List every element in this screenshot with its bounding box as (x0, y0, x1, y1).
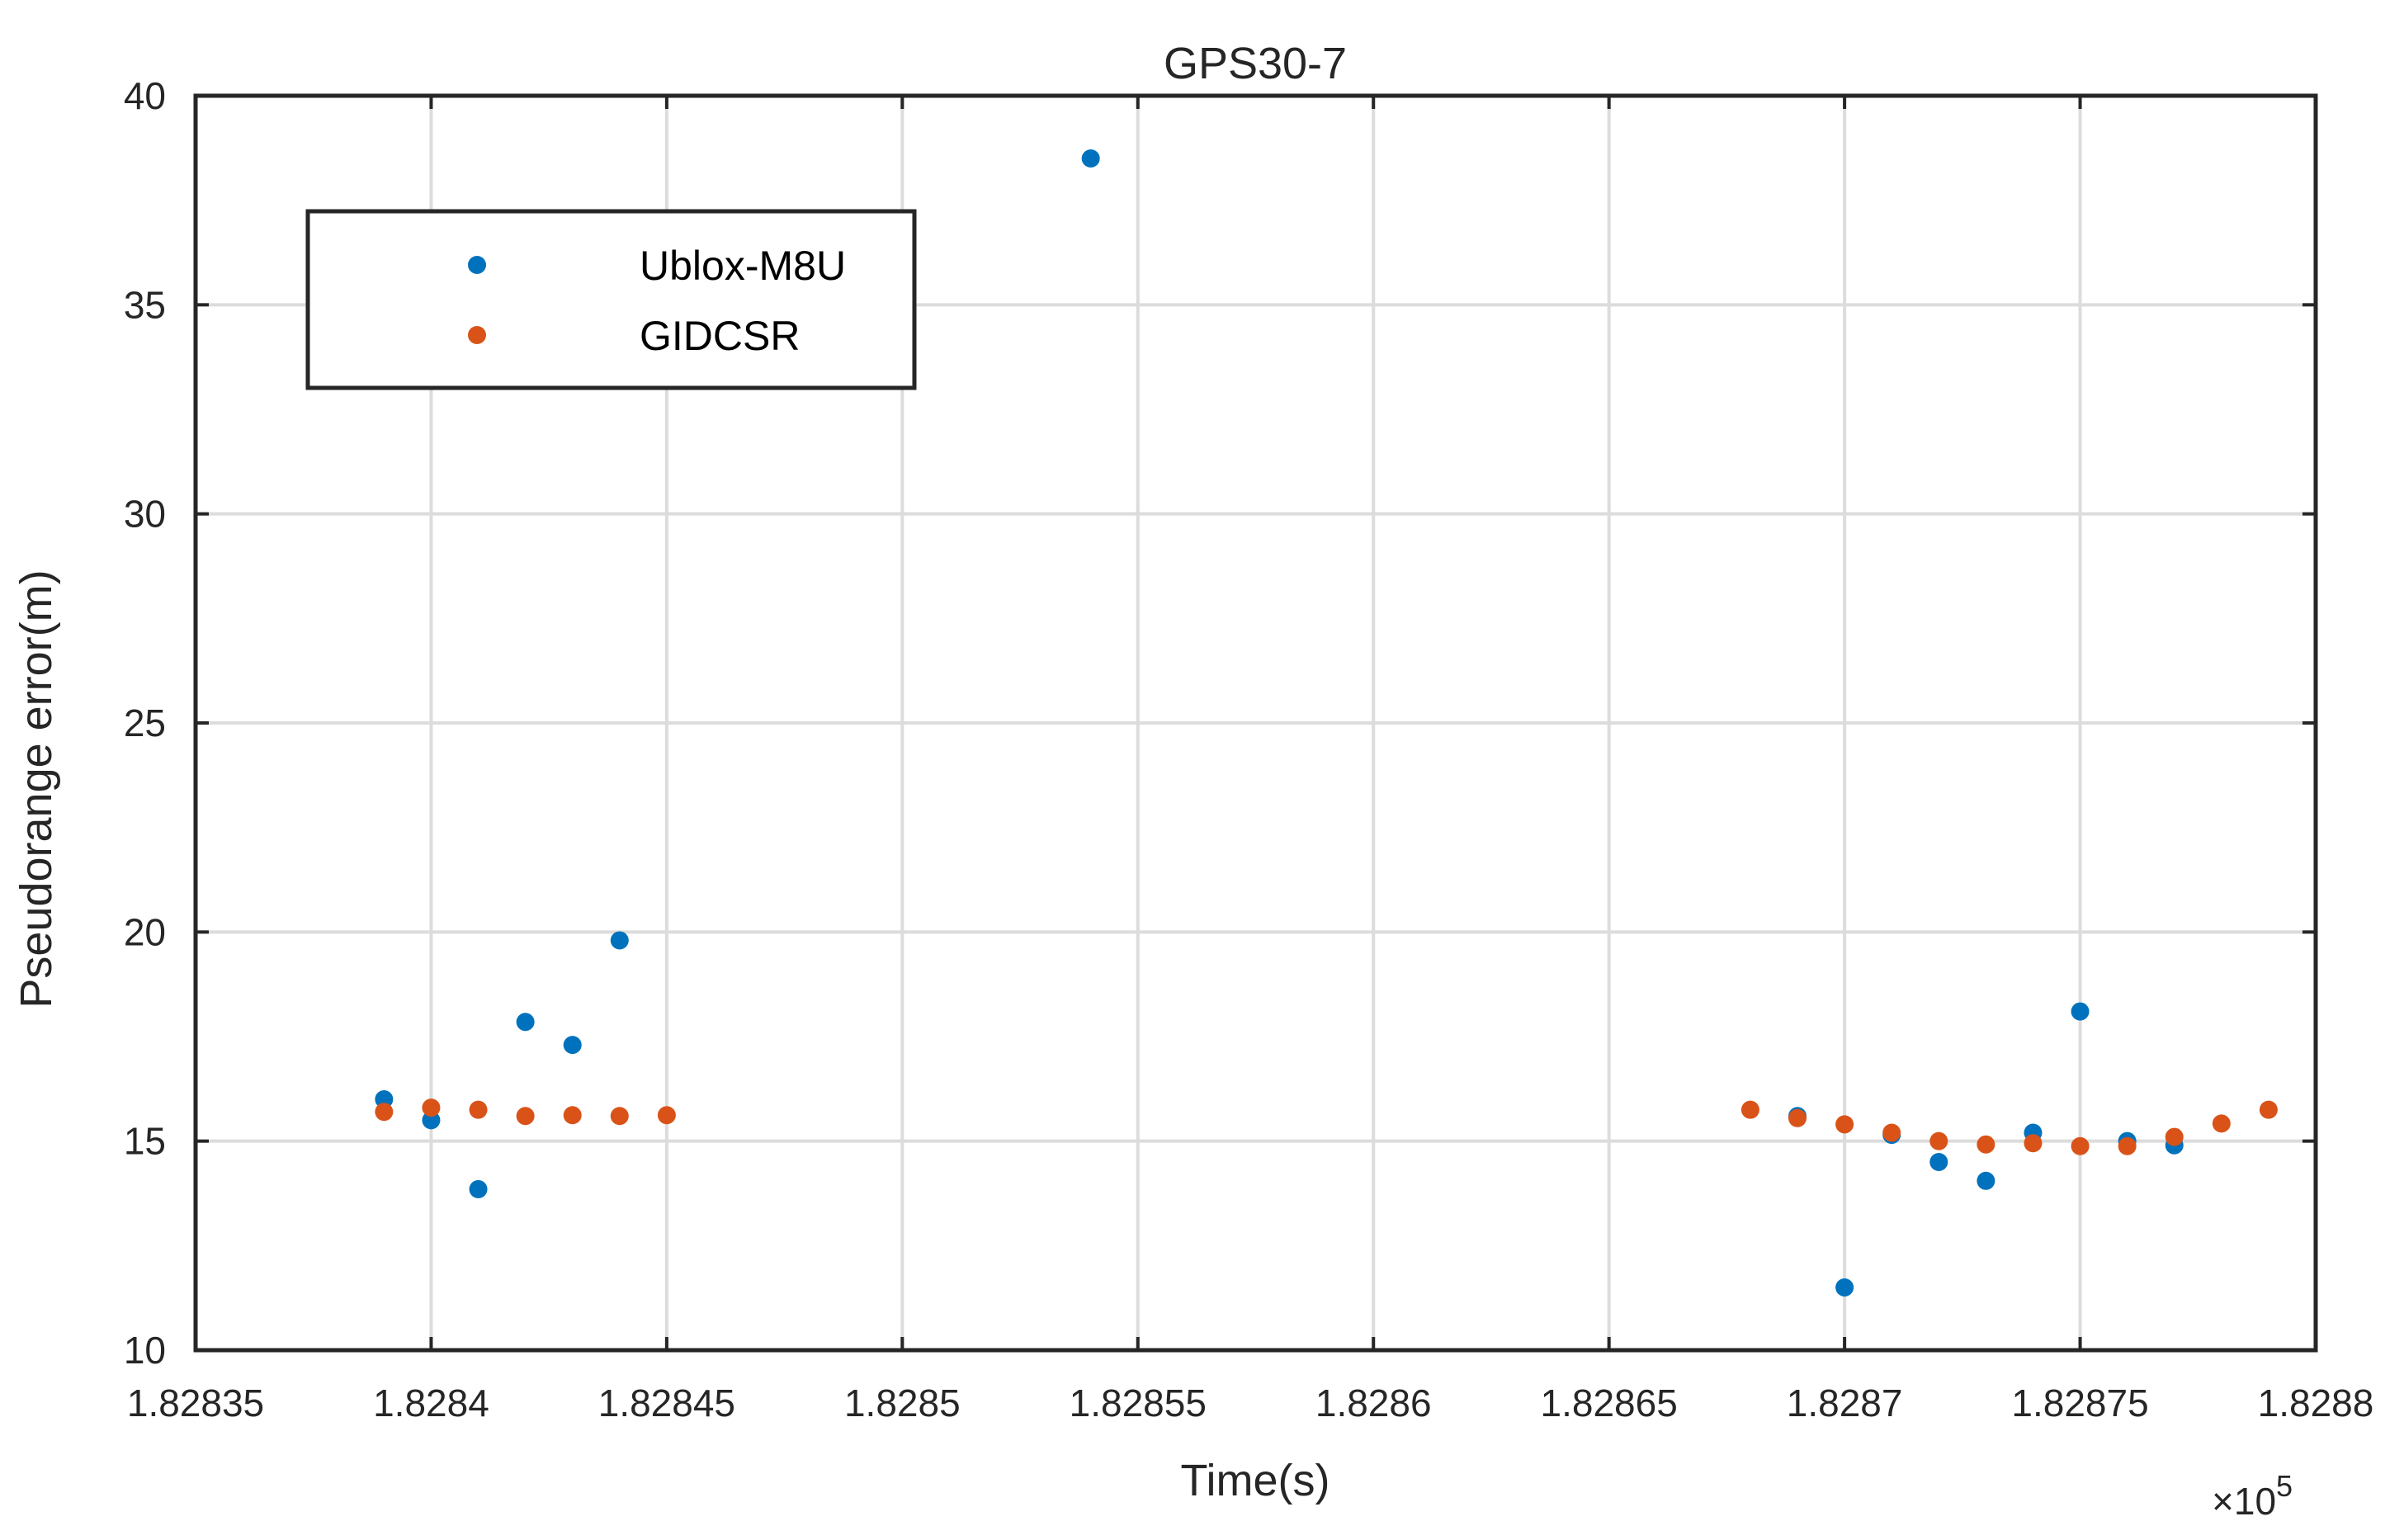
data-point (610, 1107, 629, 1126)
data-point (516, 1013, 535, 1032)
x-tick-label: 1.8286 (1315, 1382, 1432, 1424)
x-tick-label: 1.8288 (2258, 1382, 2374, 1424)
data-point (657, 1106, 676, 1125)
data-point (469, 1100, 488, 1119)
data-point (375, 1090, 394, 1108)
data-point (469, 1179, 488, 1198)
data-point (1977, 1135, 1995, 1154)
legend-marker-gidcsr (468, 326, 486, 344)
data-point (1835, 1115, 1854, 1134)
x-tick-label: 1.82845 (598, 1382, 735, 1424)
data-point (2165, 1127, 2184, 1146)
data-point (1882, 1123, 1901, 1142)
legend-label-ublox: Ublox-M8U (640, 243, 846, 289)
ticks: 1.82835 1.8284 1.82845 1.8285 1.82855 1.8286 1… (124, 74, 2374, 1424)
y-tick-label: 20 (124, 910, 166, 953)
data-point (1929, 1153, 1948, 1171)
data-point (2071, 1136, 2090, 1155)
data-point (1788, 1108, 1807, 1127)
x-axis-exponent-base: ×10 (2212, 1480, 2276, 1523)
x-tick-label: 1.82875 (2011, 1382, 2148, 1424)
data-point (1977, 1171, 1995, 1190)
data-point (422, 1098, 441, 1117)
x-tick-label: 1.82855 (1070, 1382, 1207, 1424)
data-point (1081, 149, 1100, 168)
series-gidcsr (375, 1098, 2278, 1155)
data-point (422, 1111, 441, 1130)
data-point (1740, 1100, 1759, 1119)
y-tick-label: 25 (124, 702, 166, 744)
x-tick-label: 1.82865 (1541, 1382, 1678, 1424)
data-point (1929, 1131, 1948, 1150)
y-tick-label: 15 (124, 1120, 166, 1163)
x-tick-label: 1.8284 (373, 1382, 489, 1424)
data-point (2118, 1136, 2137, 1155)
data-point (563, 1106, 582, 1125)
x-tick-label: 1.8285 (844, 1382, 961, 1424)
legend-label-gidcsr: GIDCSR (640, 313, 800, 359)
data-point (375, 1103, 394, 1122)
x-tick-label: 1.8287 (1787, 1382, 1903, 1424)
data-point (2212, 1114, 2231, 1133)
x-tick-label: 1.82835 (127, 1382, 264, 1424)
y-tick-label: 10 (124, 1329, 166, 1372)
legend[interactable]: Ublox-M8U GIDCSR (305, 209, 917, 390)
data-point (516, 1107, 535, 1126)
data-point (2259, 1100, 2278, 1119)
data-points (375, 149, 2278, 1297)
data-point (2071, 1002, 2090, 1021)
legend-marker-ublox (468, 256, 486, 274)
data-point (610, 931, 629, 950)
data-point (2024, 1134, 2043, 1153)
data-point (563, 1036, 582, 1055)
legend-box (305, 209, 917, 390)
x-axis-exponent-power: 5 (2276, 1469, 2293, 1503)
y-tick-label: 30 (124, 493, 166, 536)
y-axis-title: Pseudorange error(m) (12, 569, 61, 1008)
y-tick-label: 40 (124, 74, 166, 117)
x-axis-exponent: ×105 (2212, 1469, 2293, 1523)
data-point (1835, 1278, 1854, 1297)
chart-title: GPS30-7 (1164, 39, 1347, 88)
y-tick-label: 35 (124, 283, 166, 326)
x-axis-title: Time(s) (1181, 1456, 1330, 1505)
